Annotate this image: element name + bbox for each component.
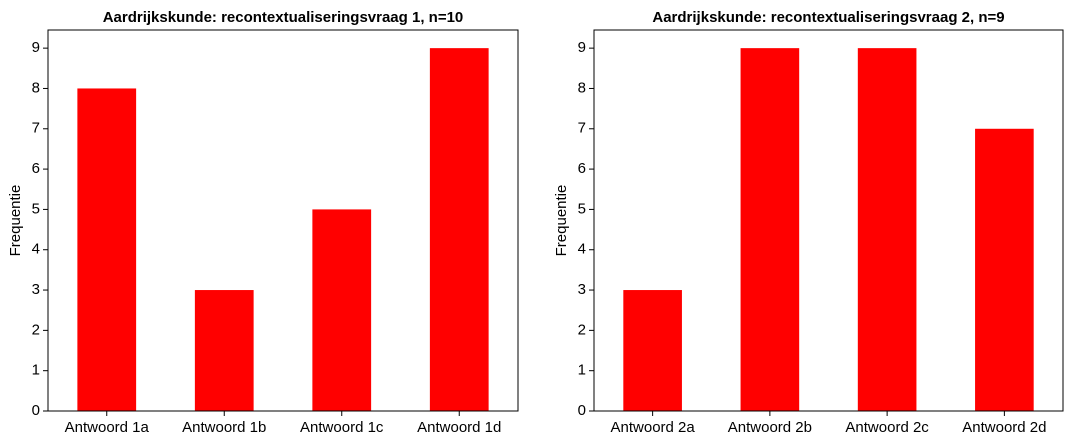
bar (194, 290, 254, 411)
y-tick-label: 0 (32, 402, 40, 419)
y-tick-label: 6 (578, 160, 586, 177)
x-tick-label: Antwoord 2c (845, 419, 929, 436)
y-tick-label: 7 (32, 120, 40, 137)
bar (975, 128, 1034, 411)
x-tick-label: Antwoord 1b (182, 419, 266, 436)
y-tick-label: 4 (578, 241, 586, 258)
chart-title: Aardrijkskunde: recontextualiseringsvraa… (103, 9, 464, 26)
y-tick-label: 9 (578, 39, 586, 56)
bar (77, 88, 137, 411)
x-tick-label: Antwoord 1a (65, 419, 150, 436)
y-axis-label: Frequentie (7, 185, 24, 257)
bar (623, 290, 682, 411)
bar (429, 48, 489, 412)
y-tick-label: 1 (32, 362, 40, 379)
y-tick-label: 1 (578, 362, 586, 379)
y-tick-label: 7 (578, 120, 586, 137)
y-tick-label: 5 (32, 200, 40, 217)
y-tick-label: 0 (578, 402, 586, 419)
bar (312, 209, 372, 411)
plot-frame (47, 29, 519, 412)
y-tick-label: 2 (32, 321, 40, 338)
plot-frame (593, 29, 1064, 412)
y-axis-label: Frequentie (553, 185, 570, 257)
x-tick-label: Antwoord 1d (417, 419, 501, 436)
y-tick-label: 3 (578, 281, 586, 298)
y-tick-label: 9 (32, 39, 40, 56)
y-tick-label: 8 (32, 79, 40, 96)
y-tick-label: 2 (578, 321, 586, 338)
bar (740, 48, 800, 412)
x-tick-label: Antwoord 2a (611, 419, 696, 436)
y-tick-label: 8 (578, 79, 586, 96)
x-tick-label: Antwoord 2b (728, 419, 812, 436)
y-tick-label: 4 (32, 241, 40, 258)
x-tick-label: Antwoord 1c (300, 419, 384, 436)
y-tick-label: 6 (32, 160, 40, 177)
chart-title: Aardrijkskunde: recontextualiseringsvraa… (652, 9, 1004, 26)
x-tick-label: Antwoord 2d (962, 419, 1046, 436)
y-tick-label: 5 (578, 200, 586, 217)
y-tick-label: 3 (32, 281, 40, 298)
bar (857, 48, 917, 412)
